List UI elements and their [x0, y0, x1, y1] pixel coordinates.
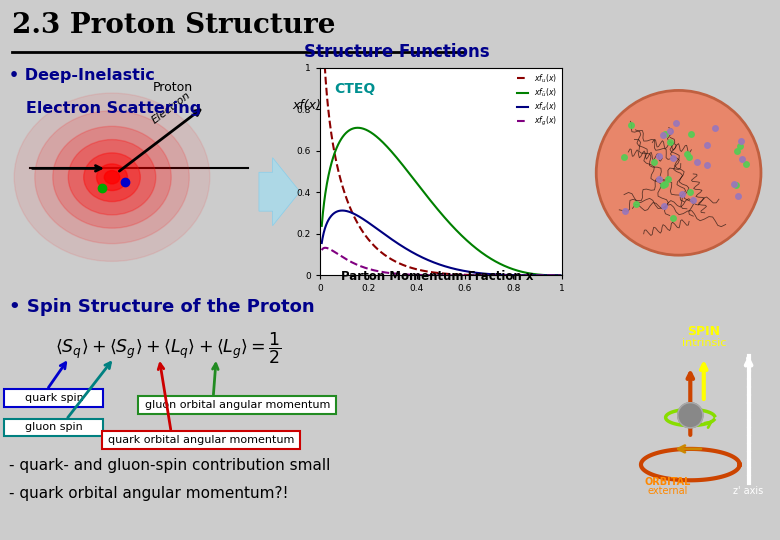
Text: Proton: Proton	[153, 81, 193, 94]
Text: • Deep-Inelastic: • Deep-Inelastic	[9, 68, 155, 83]
FancyBboxPatch shape	[138, 396, 336, 414]
Text: xf(x): xf(x)	[292, 98, 321, 112]
Text: 2.3 Proton Structure: 2.3 Proton Structure	[12, 12, 335, 39]
Text: • Spin Structure of the Proton: • Spin Structure of the Proton	[9, 298, 314, 316]
FancyBboxPatch shape	[4, 418, 103, 436]
Circle shape	[596, 90, 761, 255]
Text: $\langle S_q \rangle + \langle S_g \rangle + \langle L_q \rangle + \langle L_g \: $\langle S_q \rangle + \langle S_g \rang…	[55, 330, 282, 366]
Text: intrinsic: intrinsic	[682, 338, 726, 348]
Text: gluon spin: gluon spin	[25, 422, 83, 433]
Text: Structure Functions: Structure Functions	[304, 43, 490, 62]
Polygon shape	[259, 158, 300, 226]
Circle shape	[83, 153, 140, 201]
Text: external: external	[647, 486, 688, 496]
Legend: $xf_u(x)$, $xf_{\bar u}(x)$, $xf_d(x)$, $xf_g(x)$: $xf_u(x)$, $xf_{\bar u}(x)$, $xf_d(x)$, …	[516, 71, 558, 129]
Circle shape	[97, 164, 127, 191]
Text: - quark orbital angular momentum?!: - quark orbital angular momentum?!	[9, 485, 289, 501]
Text: ORBITAL: ORBITAL	[645, 477, 691, 487]
Text: Electron: Electron	[150, 91, 193, 126]
Text: quark spin: quark spin	[25, 393, 83, 402]
Circle shape	[35, 111, 190, 244]
FancyBboxPatch shape	[102, 431, 300, 449]
Circle shape	[14, 93, 210, 261]
Text: SPIN: SPIN	[687, 326, 720, 339]
Text: z' axis: z' axis	[733, 486, 764, 496]
Circle shape	[105, 171, 120, 184]
Text: quark orbital angular momentum: quark orbital angular momentum	[108, 435, 294, 445]
Text: Electron Scattering: Electron Scattering	[9, 101, 201, 116]
Text: CTEQ: CTEQ	[335, 82, 375, 96]
Text: gluon orbital angular momentum: gluon orbital angular momentum	[144, 400, 330, 410]
FancyBboxPatch shape	[4, 389, 103, 407]
Circle shape	[678, 403, 703, 428]
Circle shape	[53, 126, 172, 228]
Text: Parton Momentum Fraction x: Parton Momentum Fraction x	[341, 270, 533, 283]
Circle shape	[69, 140, 156, 215]
Text: - quark- and gluon-spin contribution small: - quark- and gluon-spin contribution sma…	[9, 458, 331, 473]
